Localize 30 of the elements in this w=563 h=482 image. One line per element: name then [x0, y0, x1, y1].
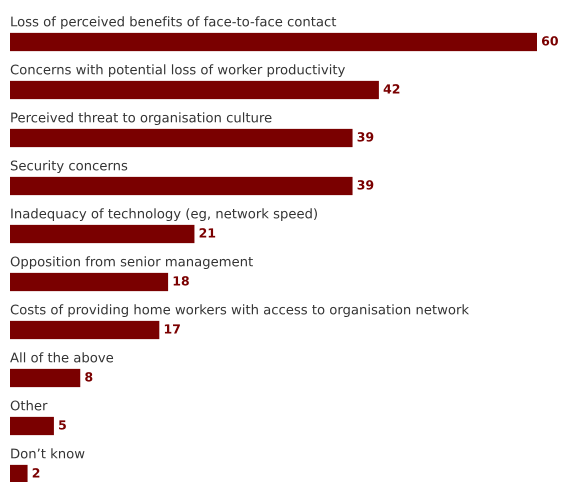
data-label: 8 [85, 372, 92, 382]
data-label: 18 [174, 276, 189, 286]
y-tick-label: Other [10, 400, 48, 410]
y-tick-label: All of the above [10, 352, 114, 362]
bar [10, 368, 80, 388]
bar [10, 128, 353, 148]
bar [10, 320, 160, 340]
bar [10, 32, 537, 52]
y-tick-label: Concerns with potential loss of worker productivity [10, 64, 345, 78]
bar [10, 80, 379, 100]
data-label: 21 [200, 228, 216, 238]
data-label: 2 [32, 468, 40, 478]
bar [10, 272, 168, 292]
data-label: 42 [384, 84, 400, 94]
data-label: 60 [542, 36, 558, 46]
data-label: 5 [59, 420, 66, 430]
bar [10, 176, 353, 196]
data-label: 39 [358, 132, 374, 142]
bar [10, 464, 28, 482]
bar [10, 224, 194, 244]
y-tick-label: Security concerns [10, 160, 128, 174]
y-tick-label: Costs of providing home workers with access to organisation network [10, 304, 470, 318]
data-label: 17 [164, 324, 180, 334]
y-tick-label: Loss of perceived benefits of face-to-face contact [11, 16, 336, 30]
data-label: 39 [358, 180, 374, 190]
y-tick-label: Perceived threat to organisation culture [11, 112, 272, 126]
y-tick-label: Inadequacy of technology (eg, network speed) [11, 208, 317, 222]
bar [10, 416, 54, 436]
y-tick-label: Don’t know [11, 448, 84, 458]
y-tick-label: Opposition from senior management [10, 256, 253, 270]
